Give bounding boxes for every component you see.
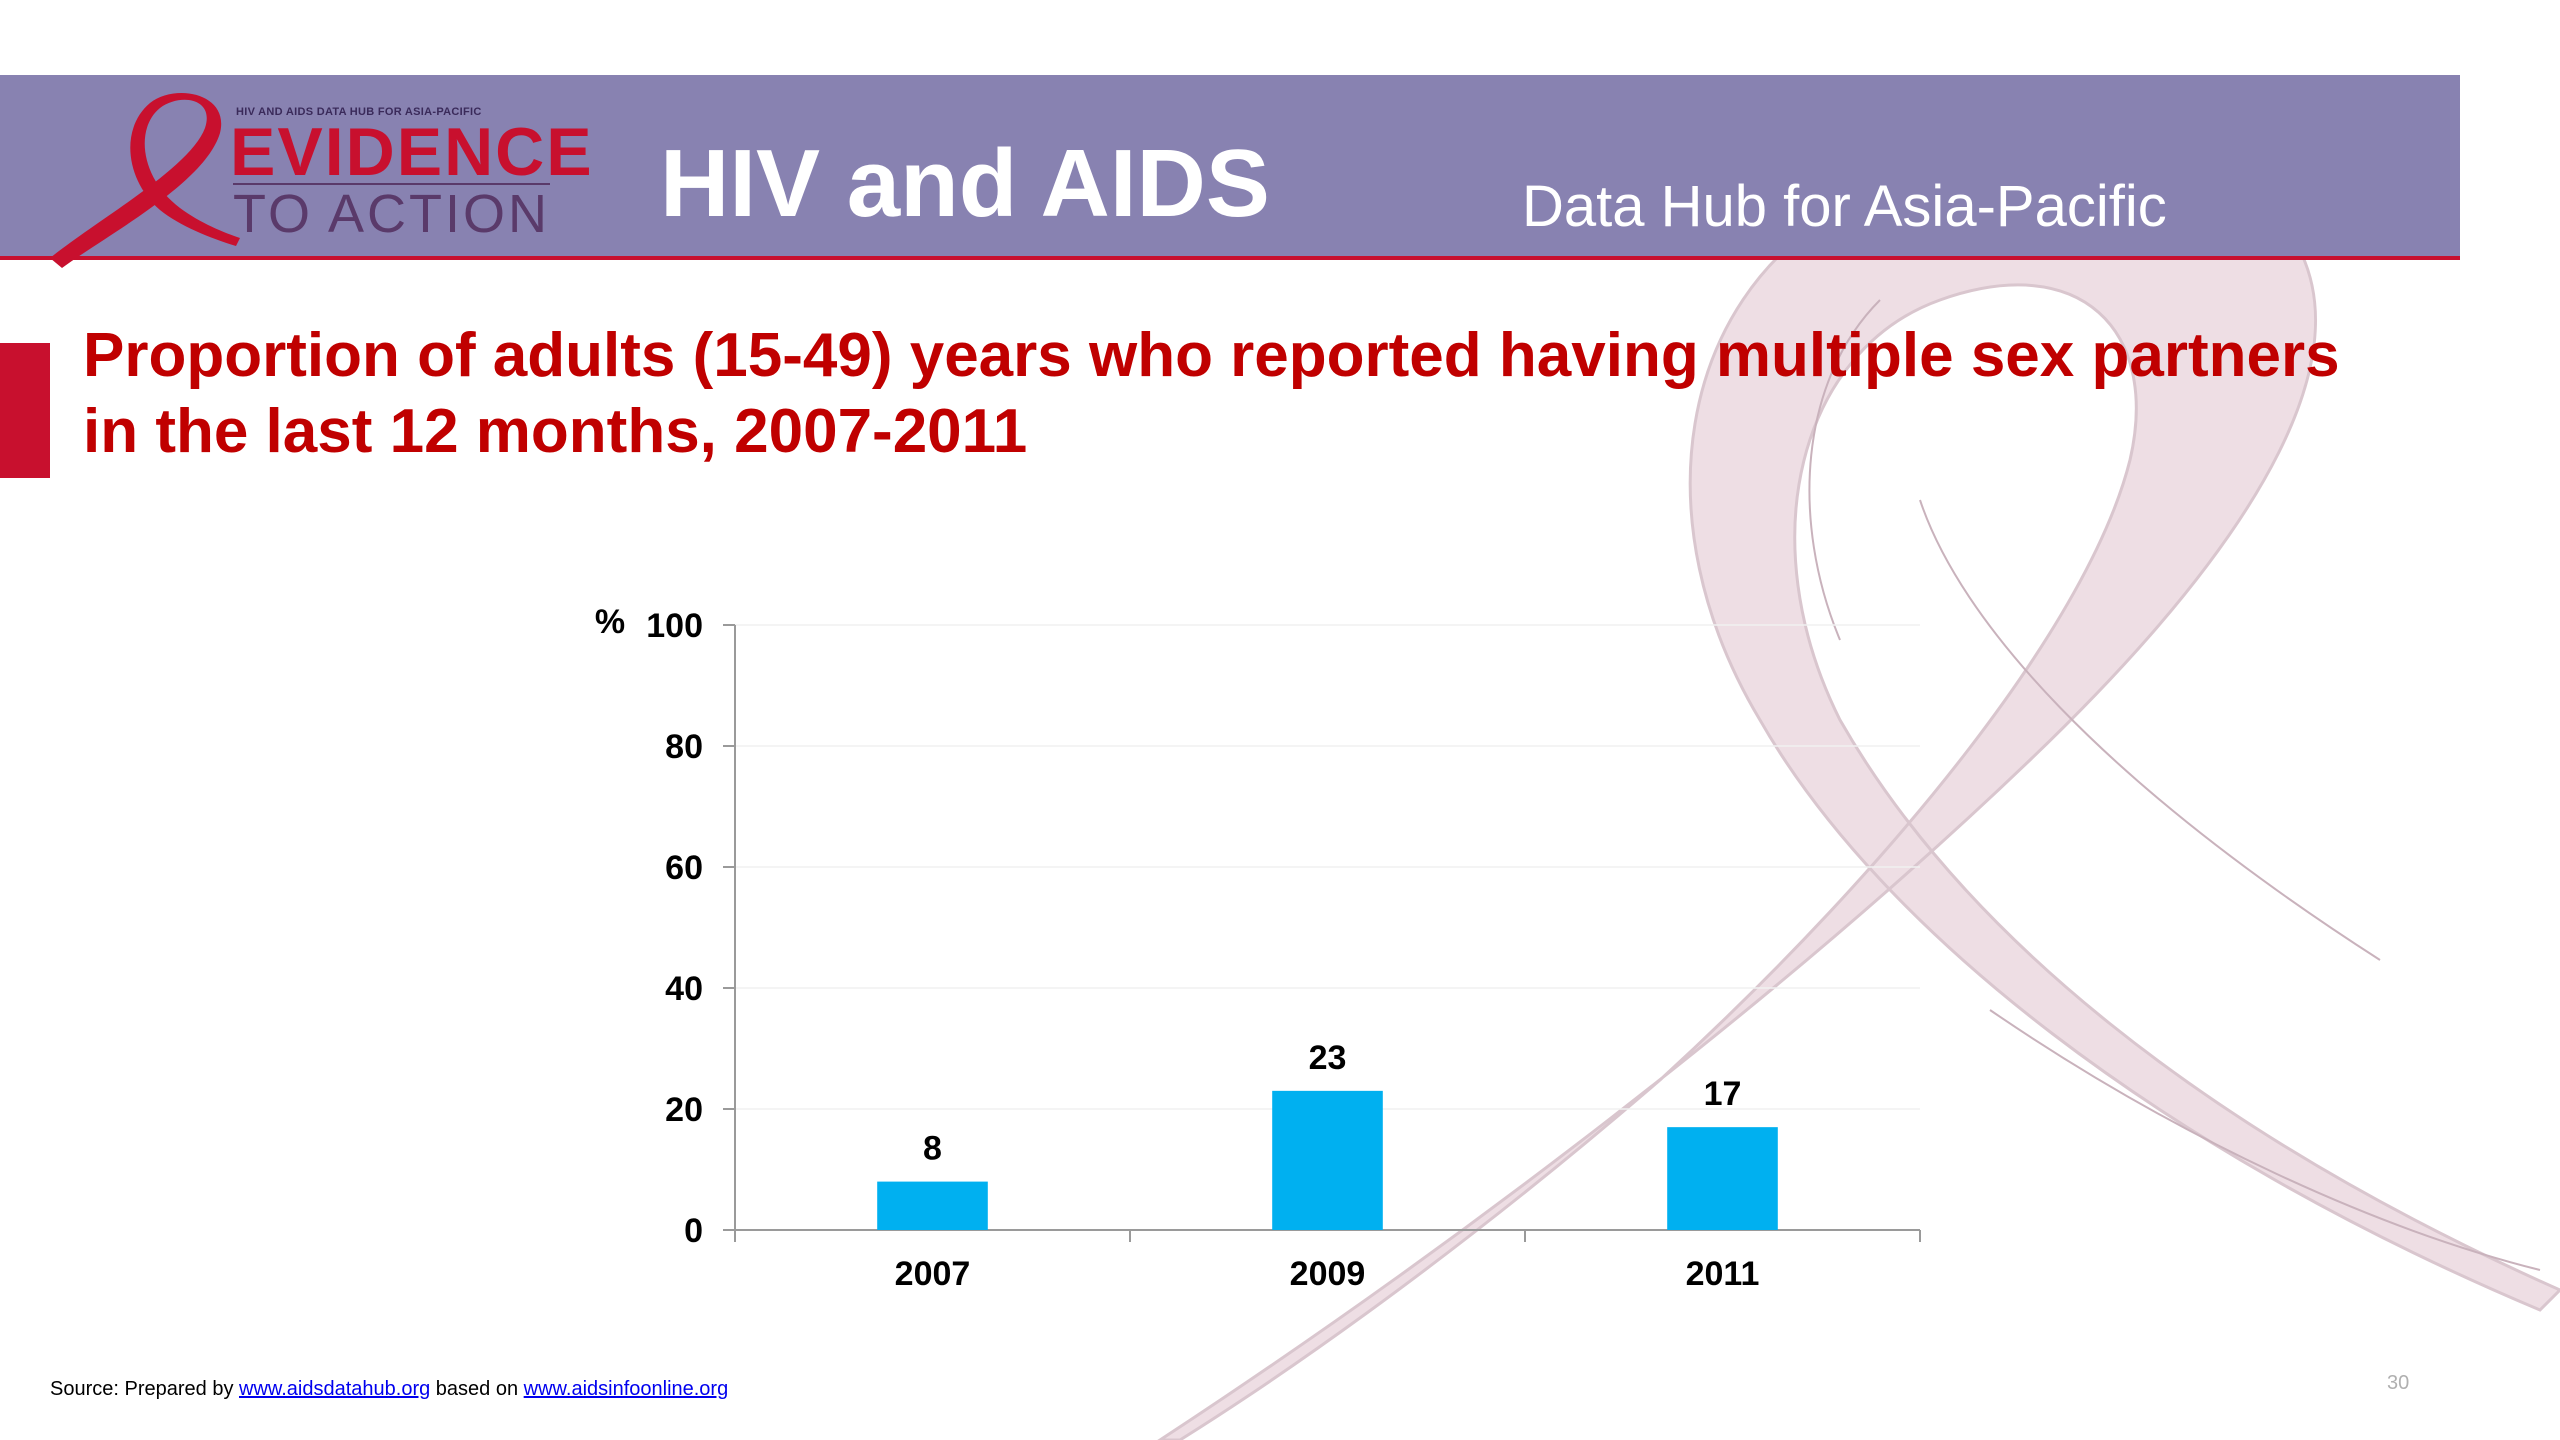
x-tick-label-2011: 2011 bbox=[1686, 1255, 1760, 1293]
data-label-2007: 8 bbox=[923, 1130, 942, 1168]
y-tick-label: 60 bbox=[665, 849, 703, 887]
evidence-to-action-logo: HIV AND AIDS DATA HUB FOR ASIA-PACIFIC E… bbox=[40, 88, 600, 268]
data-label-2011: 17 bbox=[1704, 1075, 1742, 1113]
chart-title: Proportion of adults (15-49) years who r… bbox=[83, 318, 2483, 470]
header-title: HIV and AIDS bbox=[660, 130, 1270, 237]
y-tick-label: 0 bbox=[684, 1212, 703, 1250]
y-axis-label: % bbox=[595, 603, 625, 641]
y-tick-label: 20 bbox=[665, 1091, 703, 1129]
chart-title-line-2: in the last 12 months, 2007-2011 bbox=[83, 397, 1028, 466]
source-note: Source: Prepared by www.aidsdatahub.org … bbox=[50, 1378, 728, 1401]
x-tick-label-2007: 2007 bbox=[895, 1255, 971, 1293]
bar-chart: 0 20 40 60 80 100% 8 2007 23 2009 17 2011 bbox=[595, 603, 1921, 1293]
logo-word-evidence: EVIDENCE bbox=[230, 114, 594, 190]
red-ribbon-icon bbox=[50, 93, 240, 268]
chart-title-line-1: Proportion of adults (15-49) years who r… bbox=[83, 321, 2340, 390]
source-middle: based on bbox=[435, 1378, 519, 1400]
title-accent-bar bbox=[0, 343, 50, 478]
header-subtitle: Data Hub for Asia-Pacific bbox=[1522, 174, 2167, 239]
header-band bbox=[0, 75, 2460, 260]
x-tick-label-2009: 2009 bbox=[1290, 1255, 1366, 1293]
source-link-aidsdatahub[interactable]: www.aidsdatahub.org bbox=[239, 1378, 431, 1400]
source-prefix: Source: Prepared by bbox=[50, 1378, 234, 1400]
y-tick-label: 100 bbox=[646, 607, 703, 645]
y-tick-label: 80 bbox=[665, 728, 703, 766]
bar-2009 bbox=[1272, 1090, 1383, 1230]
logo-tagline: HIV AND AIDS DATA HUB FOR ASIA-PACIFIC bbox=[236, 106, 482, 118]
y-tick-label: 40 bbox=[665, 970, 703, 1008]
slide-number: 30 bbox=[2387, 1372, 2410, 1394]
data-label-2009: 23 bbox=[1309, 1039, 1347, 1077]
bar-2011 bbox=[1667, 1127, 1778, 1230]
logo-word-to-action: TO ACTION bbox=[233, 183, 551, 244]
bar-2007 bbox=[877, 1181, 988, 1230]
source-link-aidsinfoonline[interactable]: www.aidsinfoonline.org bbox=[523, 1378, 729, 1400]
